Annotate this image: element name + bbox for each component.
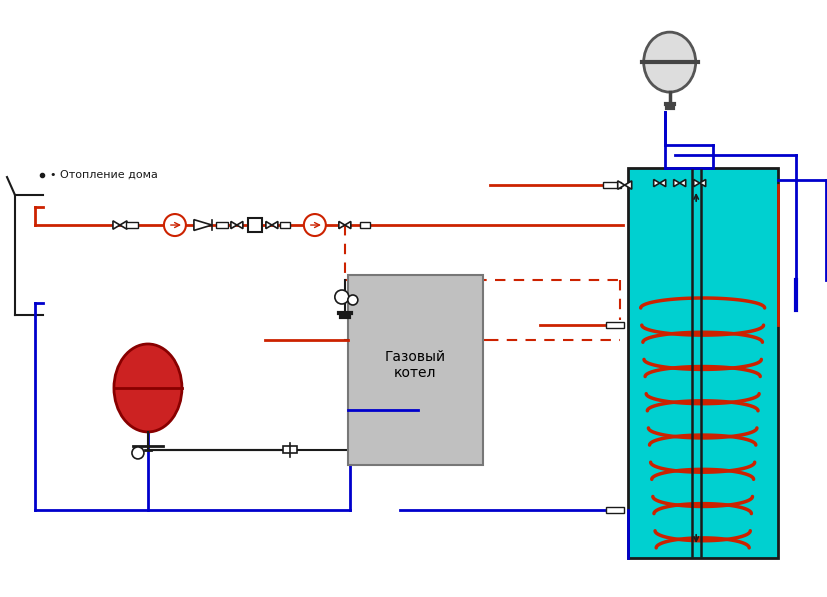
Circle shape	[164, 214, 186, 236]
Circle shape	[304, 214, 326, 236]
Bar	[347, 275, 482, 465]
Polygon shape	[679, 180, 685, 187]
Bar	[602, 182, 620, 188]
Polygon shape	[194, 220, 212, 230]
Circle shape	[334, 290, 348, 304]
Text: • Отопление дома: • Отопление дома	[50, 170, 158, 180]
Text: Газовый
котел: Газовый котел	[385, 350, 445, 380]
Bar	[216, 222, 227, 228]
Polygon shape	[271, 221, 278, 229]
Polygon shape	[265, 221, 271, 229]
Polygon shape	[693, 180, 699, 187]
Circle shape	[131, 447, 144, 459]
Bar	[283, 446, 297, 453]
Ellipse shape	[643, 32, 695, 92]
Bar	[605, 507, 623, 513]
Bar	[247, 218, 261, 232]
Polygon shape	[617, 181, 624, 189]
Circle shape	[347, 295, 357, 305]
Polygon shape	[112, 221, 120, 229]
Polygon shape	[344, 221, 351, 229]
Polygon shape	[673, 180, 679, 187]
Polygon shape	[699, 180, 705, 187]
Bar	[126, 222, 138, 228]
Bar	[627, 168, 777, 558]
Polygon shape	[237, 221, 242, 229]
Bar	[605, 322, 623, 328]
Polygon shape	[624, 181, 631, 189]
Ellipse shape	[114, 344, 182, 432]
Polygon shape	[231, 221, 237, 229]
Bar	[280, 222, 289, 228]
Polygon shape	[659, 180, 665, 187]
Polygon shape	[120, 221, 127, 229]
Polygon shape	[653, 180, 659, 187]
Polygon shape	[338, 221, 344, 229]
Bar	[360, 222, 370, 228]
